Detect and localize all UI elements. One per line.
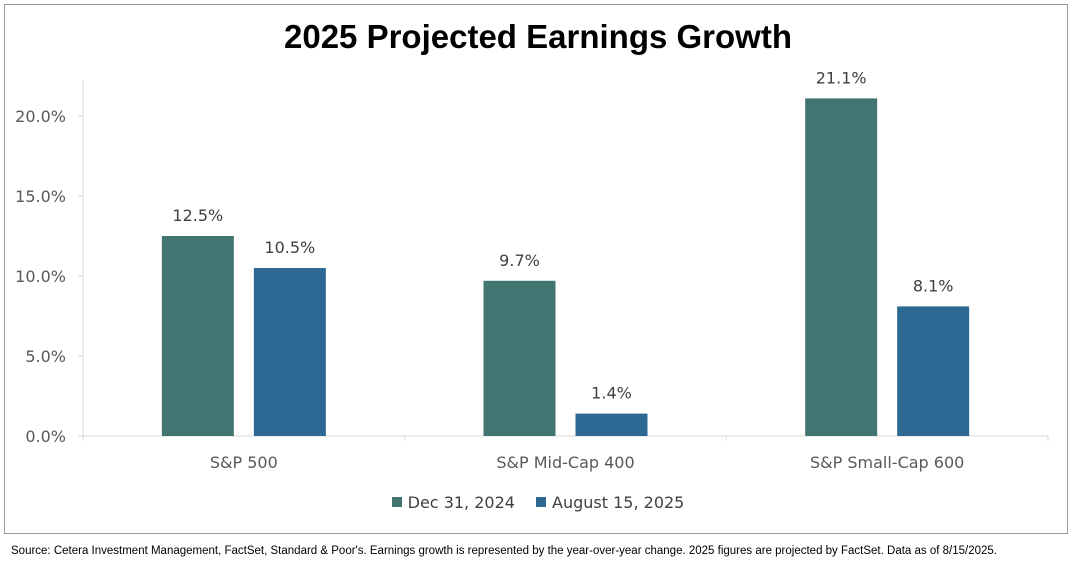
bar	[897, 306, 970, 436]
bar	[161, 236, 234, 436]
category-label: S&P Small-Cap 600	[810, 453, 964, 472]
legend-swatch-aug-2025	[536, 497, 547, 507]
category-label: S&P 500	[210, 453, 278, 472]
bar	[253, 268, 326, 436]
legend: Dec 31, 2024 August 15, 2025	[0, 492, 1076, 512]
legend-label-dec-2024: Dec 31, 2024	[407, 492, 515, 512]
bar	[575, 413, 648, 436]
legend-item-dec-2024: Dec 31, 2024	[391, 492, 515, 512]
y-tick-label: 0.0%	[25, 427, 66, 446]
bar	[483, 280, 556, 436]
y-tick-label: 5.0%	[25, 347, 66, 366]
y-tick-label: 20.0%	[15, 107, 66, 126]
data-label: 8.1%	[913, 276, 954, 295]
data-label: 10.5%	[264, 238, 315, 257]
bar	[805, 98, 878, 437]
data-label: 21.1%	[816, 68, 867, 87]
data-label: 1.4%	[591, 384, 632, 403]
source-note: Source: Cetera Investment Management, Fa…	[11, 545, 997, 557]
legend-item-aug-2025: August 15, 2025	[536, 493, 684, 512]
legend-label-aug-2025: August 15, 2025	[552, 492, 685, 512]
bar-chart: 0.0% 5.0% 10.0% 15.0% 20.0% 12.5% 10.5% S&P 500…	[15, 68, 1049, 472]
y-tick-label: 15.0%	[15, 187, 66, 206]
y-tick-label: 10.0%	[15, 267, 66, 286]
category-label: S&P Mid-Cap 400	[496, 453, 634, 472]
chart-title: 2025 Projected Earnings Growth	[284, 18, 792, 55]
data-label: 9.7%	[499, 251, 540, 270]
legend-swatch-dec-2024	[391, 497, 402, 507]
data-label: 12.5%	[172, 206, 223, 225]
